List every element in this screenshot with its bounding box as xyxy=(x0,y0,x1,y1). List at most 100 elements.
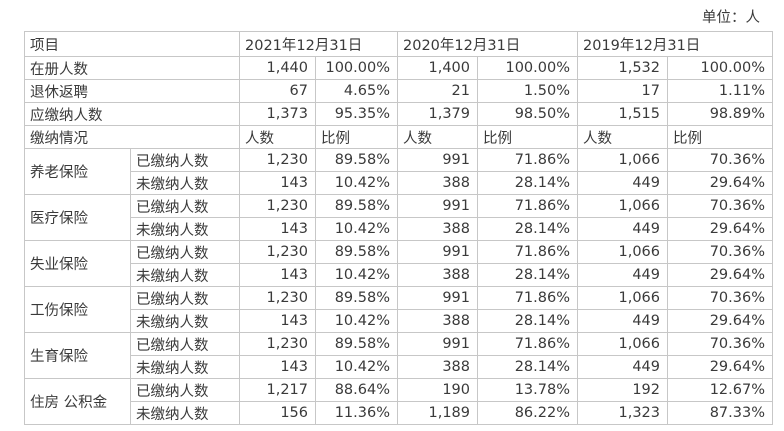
category-name: 失业保险 xyxy=(24,240,131,287)
ratio-cell: 13.78% xyxy=(477,378,578,402)
ratio-cell: 28.14% xyxy=(477,355,578,379)
sub-row-label: 未缴纳人数 xyxy=(130,171,240,195)
count-cell: 1,189 xyxy=(397,401,478,425)
category-name: 养老保险 xyxy=(24,148,131,195)
ratio-cell: 100.00% xyxy=(315,56,398,80)
ratio-cell: 1.11% xyxy=(667,79,773,103)
header-date-2021: 2021年12月31日 xyxy=(239,31,398,57)
ratio-cell: 71.86% xyxy=(477,194,578,218)
count-cell: 1,379 xyxy=(397,102,478,126)
count-cell: 1,440 xyxy=(239,56,316,80)
ratio-cell: 100.00% xyxy=(477,56,578,80)
count-cell: 1,066 xyxy=(577,286,668,310)
sub-row-label: 未缴纳人数 xyxy=(130,309,240,333)
ratio-cell: 88.64% xyxy=(315,378,398,402)
count-cell: 1,066 xyxy=(577,194,668,218)
table-row: 未缴纳人数 143 10.42% 388 28.14% 449 29.64% xyxy=(25,309,773,333)
sub-row-label: 未缴纳人数 xyxy=(130,355,240,379)
ratio-cell: 1.50% xyxy=(477,79,578,103)
table-row: 未缴纳人数 143 10.42% 388 28.14% 449 29.64% xyxy=(25,171,773,195)
count-cell: 190 xyxy=(397,378,478,402)
count-cell: 1,230 xyxy=(239,286,316,310)
count-cell: 388 xyxy=(397,217,478,241)
count-cell: 143 xyxy=(239,309,316,333)
sub-row-label: 已缴纳人数 xyxy=(130,240,240,264)
ratio-cell: 100.00% xyxy=(667,56,773,80)
count-cell: 1,230 xyxy=(239,332,316,356)
table-row: 应缴纳人数 1,373 95.35% 1,379 98.50% 1,515 98… xyxy=(24,102,773,126)
table-row: 住房 公积金 已缴纳人数 1,217 88.64% 190 13.78% 192… xyxy=(24,378,773,425)
count-cell: 1,066 xyxy=(577,240,668,264)
ratio-cell: 70.36% xyxy=(667,286,773,310)
table-row: 项目 2021年12月31日 2020年12月31日 2019年12月31日 xyxy=(24,31,773,57)
table-row: 养老保险 已缴纳人数 1,230 89.58% 991 71.86% 1,066… xyxy=(24,148,773,195)
ratio-cell: 95.35% xyxy=(315,102,398,126)
count-cell: 1,217 xyxy=(239,378,316,402)
ratio-cell: 28.14% xyxy=(477,171,578,195)
row-label: 退休返聘 xyxy=(24,79,240,103)
category-name: 住房 公积金 xyxy=(24,378,131,425)
ratio-cell: 71.86% xyxy=(477,286,578,310)
count-cell: 1,323 xyxy=(577,401,668,425)
header-date-2019: 2019年12月31日 xyxy=(577,31,773,57)
count-header: 人数 xyxy=(577,125,668,149)
count-cell: 388 xyxy=(397,263,478,287)
ratio-cell: 10.42% xyxy=(315,217,398,241)
ratio-cell: 70.36% xyxy=(667,332,773,356)
table-row: 未缴纳人数 156 11.36% 1,189 86.22% 1,323 87.3… xyxy=(25,401,773,425)
count-cell: 143 xyxy=(239,263,316,287)
ratio-header: 比例 xyxy=(315,125,398,149)
table-row: 工伤保险 已缴纳人数 1,230 89.58% 991 71.86% 1,066… xyxy=(24,286,773,333)
table-row: 失业保险 已缴纳人数 1,230 89.58% 991 71.86% 1,066… xyxy=(24,240,773,287)
ratio-cell: 4.65% xyxy=(315,79,398,103)
ratio-cell: 11.36% xyxy=(315,401,398,425)
sub-row-label: 已缴纳人数 xyxy=(130,148,240,172)
count-cell: 449 xyxy=(577,217,668,241)
count-cell: 449 xyxy=(577,309,668,333)
ratio-cell: 86.22% xyxy=(477,401,578,425)
count-cell: 1,400 xyxy=(397,56,478,80)
ratio-cell: 28.14% xyxy=(477,263,578,287)
table-row: 未缴纳人数 143 10.42% 388 28.14% 449 29.64% xyxy=(25,355,773,379)
count-cell: 991 xyxy=(397,194,478,218)
count-cell: 1,373 xyxy=(239,102,316,126)
table-row: 未缴纳人数 143 10.42% 388 28.14% 449 29.64% xyxy=(25,263,773,287)
ratio-cell: 87.33% xyxy=(667,401,773,425)
count-cell: 143 xyxy=(239,171,316,195)
count-cell: 388 xyxy=(397,309,478,333)
header-item-label: 项目 xyxy=(24,31,240,57)
table-row: 退休返聘 67 4.65% 21 1.50% 17 1.11% xyxy=(24,79,773,103)
table-row: 在册人数 1,440 100.00% 1,400 100.00% 1,532 1… xyxy=(24,56,773,80)
count-cell: 1,230 xyxy=(239,148,316,172)
ratio-cell: 89.58% xyxy=(315,148,398,172)
ratio-cell: 28.14% xyxy=(477,309,578,333)
count-header: 人数 xyxy=(239,125,316,149)
row-label: 在册人数 xyxy=(24,56,240,80)
count-cell: 67 xyxy=(239,79,316,103)
count-cell: 991 xyxy=(397,240,478,264)
count-cell: 991 xyxy=(397,286,478,310)
ratio-header: 比例 xyxy=(477,125,578,149)
count-header: 人数 xyxy=(397,125,478,149)
ratio-cell: 71.86% xyxy=(477,332,578,356)
table-row: 医疗保险 已缴纳人数 1,230 89.58% 991 71.86% 1,066… xyxy=(24,194,773,241)
ratio-cell: 29.64% xyxy=(667,355,773,379)
ratio-cell: 89.58% xyxy=(315,194,398,218)
sub-row-label: 未缴纳人数 xyxy=(130,401,240,425)
count-cell: 156 xyxy=(239,401,316,425)
sub-row-label: 未缴纳人数 xyxy=(130,263,240,287)
header-date-2020: 2020年12月31日 xyxy=(397,31,578,57)
count-cell: 449 xyxy=(577,171,668,195)
table-row: 未缴纳人数 143 10.42% 388 28.14% 449 29.64% xyxy=(25,217,773,241)
count-cell: 1,066 xyxy=(577,148,668,172)
ratio-cell: 10.42% xyxy=(315,309,398,333)
count-cell: 1,230 xyxy=(239,194,316,218)
sub-row-label: 已缴纳人数 xyxy=(130,286,240,310)
ratio-cell: 71.86% xyxy=(477,148,578,172)
ratio-cell: 89.58% xyxy=(315,332,398,356)
count-cell: 449 xyxy=(577,355,668,379)
payment-header-label: 缴纳情况 xyxy=(24,125,240,149)
ratio-cell: 98.89% xyxy=(667,102,773,126)
count-cell: 1,066 xyxy=(577,332,668,356)
count-cell: 143 xyxy=(239,355,316,379)
